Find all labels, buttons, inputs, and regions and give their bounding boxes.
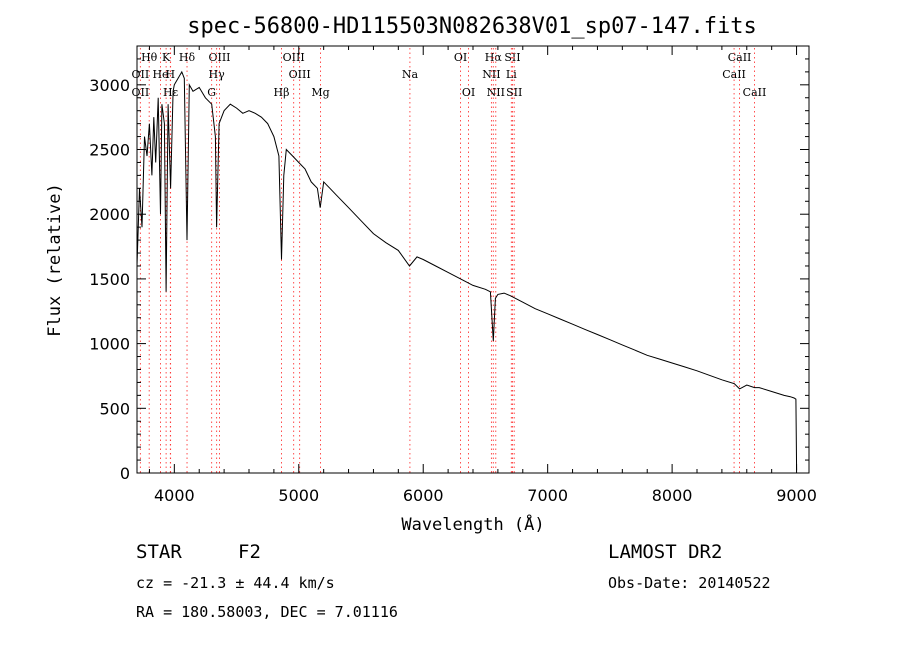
line-marker-label: Na [402, 68, 419, 81]
line-marker-label: NII [482, 68, 500, 81]
line-marker-label: CaII [722, 68, 746, 81]
y-tick-label: 1000 [89, 335, 130, 354]
x-tick-label: 6000 [403, 486, 444, 505]
survey-name: LAMOST DR2 [608, 541, 723, 563]
line-marker-label: SII [506, 86, 522, 99]
y-tick-label: 2500 [89, 141, 130, 160]
line-marker-label: OIII [289, 68, 311, 81]
line-marker-label: SII [504, 51, 520, 64]
line-marker-label: OIII [208, 51, 230, 64]
line-marker-label: OII [132, 68, 150, 81]
x-tick-label: 5000 [278, 486, 319, 505]
x-axis: 4000 5000 6000 7000 8000 9000 [148, 46, 817, 505]
line-marker-label: NII [487, 86, 505, 99]
x-axis-label: Wavelength (Å) [401, 513, 544, 535]
line-marker-label: OIII [283, 51, 305, 64]
redshift-cz: cz = -21.3 ± 44.4 km/s [136, 574, 335, 592]
line-marker-label: Hε [163, 86, 179, 99]
line-marker-label: Hθ [141, 51, 158, 64]
plot-frame [136, 45, 810, 474]
line-marker-label: Hδ [179, 51, 196, 64]
y-tick-label: 3000 [89, 76, 130, 95]
x-tick-label: 7000 [527, 486, 568, 505]
x-tick-label: 9000 [776, 486, 817, 505]
y-tick-label: 500 [99, 399, 130, 418]
line-marker-label: CaII [743, 86, 767, 99]
line-marker-label: CaII [728, 51, 752, 64]
chart-title: spec-56800-HD115503N082638V01_sp07-147.f… [187, 14, 757, 39]
line-marker-label: Hβ [274, 86, 290, 99]
y-tick-label: 0 [120, 464, 130, 483]
line-marker-label: G [207, 86, 216, 99]
spectrum-line [136, 70, 798, 471]
line-marker-label: OI [462, 86, 475, 99]
line-marker-label: OI [454, 51, 467, 64]
line-marker-label: Mg [311, 86, 329, 99]
spectrum-chart: spec-56800-HD115503N082638V01_sp07-147.f… [45, 14, 817, 535]
x-tick-label: 8000 [652, 486, 693, 505]
y-axis: 0 500 1000 1500 2000 2500 3000 [89, 58, 809, 483]
y-axis-label: Flux (relative) [45, 183, 65, 337]
line-marker-label: Hα [485, 51, 503, 64]
x-tick-label: 4000 [154, 486, 195, 505]
line-marker-label: He [152, 68, 168, 81]
line-marker-label: Hγ [209, 68, 226, 81]
object-class: STAR [136, 541, 182, 563]
line-marker-label: H [166, 68, 176, 81]
line-marker-label: Li [506, 68, 517, 81]
subclass: F2 [238, 541, 261, 563]
line-marker-label: OII [132, 86, 150, 99]
ra-dec: RA = 180.58003, DEC = 7.01116 [136, 603, 398, 621]
obs-date: Obs-Date: 20140522 [608, 574, 771, 592]
y-tick-label: 1500 [89, 270, 130, 289]
y-tick-label: 2000 [89, 205, 130, 224]
line-marker-label: K [162, 51, 171, 64]
